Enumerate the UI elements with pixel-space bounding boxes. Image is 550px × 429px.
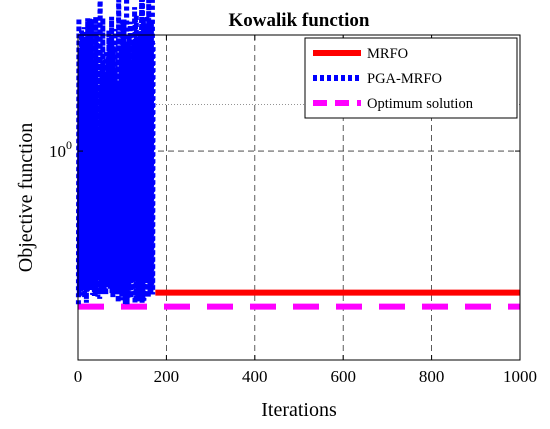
legend-label: PGA-MRFO [367,71,442,87]
legend: MRFO PGA-MRFO Optimum solution [304,37,518,119]
x-tick-label: 200 [154,367,180,386]
x-tick-label: 800 [419,367,445,386]
x-tick-label: 600 [330,367,356,386]
y-axis-label: Objective function [15,123,37,272]
plot-frame [77,34,521,361]
y-tick-label: 100 [49,138,72,161]
x-tick-label: 1000 [503,367,537,386]
legend-label: Optimum solution [367,96,474,112]
chart-title: Kowalik function [229,10,370,31]
x-tick-label: 400 [242,367,268,386]
x-tick-label: 0 [74,367,83,386]
legend-label: MRFO [367,46,408,62]
series-pga-mrfo [75,0,156,305]
x-axis-label: Iterations [261,399,337,421]
series-layer [75,0,520,310]
